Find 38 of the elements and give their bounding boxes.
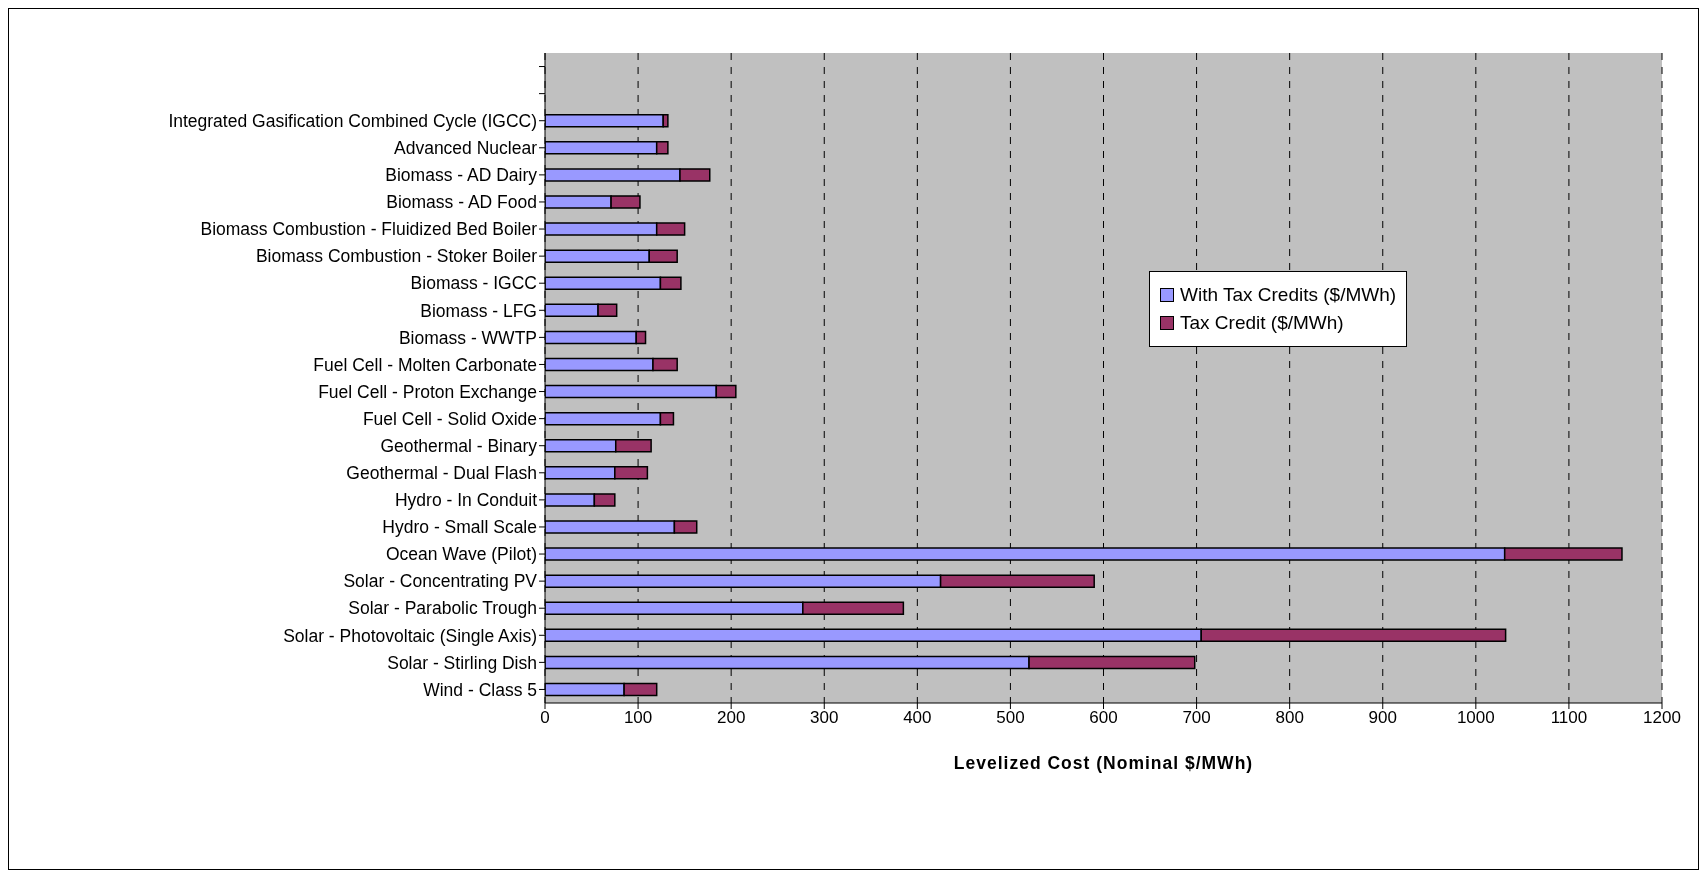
y-tick-label: Biomass - AD Food — [386, 192, 537, 213]
x-tick-label: 400 — [903, 708, 932, 728]
y-tick-label: Solar - Stirling Dish — [387, 652, 537, 673]
x-tick-label: 300 — [810, 708, 839, 728]
y-tick-label: Solar - Photovoltaic (Single Axis) — [283, 625, 537, 646]
y-tick-label: Biomass - WWTP — [398, 327, 537, 348]
y-tick-label: Wind - Class 5 — [423, 679, 537, 700]
x-tick-label: 600 — [1089, 708, 1118, 728]
y-tick-label: Fuel Cell - Molten Carbonate — [313, 354, 537, 375]
x-tick-label: 200 — [716, 708, 746, 728]
x-tick-label: 900 — [1368, 708, 1397, 728]
x-tick-label: 0 — [540, 708, 550, 728]
x-tick-label: 100 — [623, 708, 653, 728]
y-tick-label: Biomass - AD Dairy — [385, 165, 538, 186]
y-tick-label: Hydro - Small Scale — [382, 517, 537, 538]
y-tick-label: Fuel Cell - Solid Oxide — [362, 408, 537, 429]
y-tick-label: Solar - Concentrating PV — [343, 571, 538, 592]
x-tick-label: 1000 — [1456, 708, 1495, 728]
x-tick-label: 1100 — [1550, 708, 1588, 728]
x-tick-label: 500 — [996, 708, 1025, 728]
x-axis-title: Levelized Cost (Nominal $/MWh) — [953, 753, 1254, 773]
y-tick-label: Biomass - LFG — [420, 300, 537, 321]
y-tick-label: Geothermal - Binary — [380, 435, 538, 456]
x-tick-label: 1200 — [1643, 708, 1681, 728]
legend-label: With Tax Credits ($/MWh) — [1180, 284, 1397, 306]
y-tick-label: Advanced Nuclear — [394, 138, 538, 158]
y-tick-label: Geothermal - Dual Flash — [346, 463, 537, 483]
y-tick-label: Integrated Gasification Combined Cycle (IGCC) — [168, 110, 537, 131]
y-tick-label: Biomass Combustion - Fluidized Bed Boiler — [200, 219, 538, 240]
y-tick-label: Solar - Parabolic Trough — [348, 598, 537, 619]
y-tick-label: Ocean Wave (Pilot) — [385, 544, 537, 565]
y-tick-label: Fuel Cell - Proton Exchange — [318, 381, 537, 402]
y-tick-label: Biomass - IGCC — [410, 273, 537, 294]
y-tick-label: Hydro - In Conduit — [394, 490, 538, 511]
x-tick-label: 800 — [1275, 708, 1304, 728]
legend-label: Tax Credit ($/MWh) — [1180, 312, 1344, 334]
x-tick-label: 700 — [1182, 708, 1211, 728]
y-tick-label: Biomass Combustion - Stoker Boiler — [255, 246, 538, 267]
